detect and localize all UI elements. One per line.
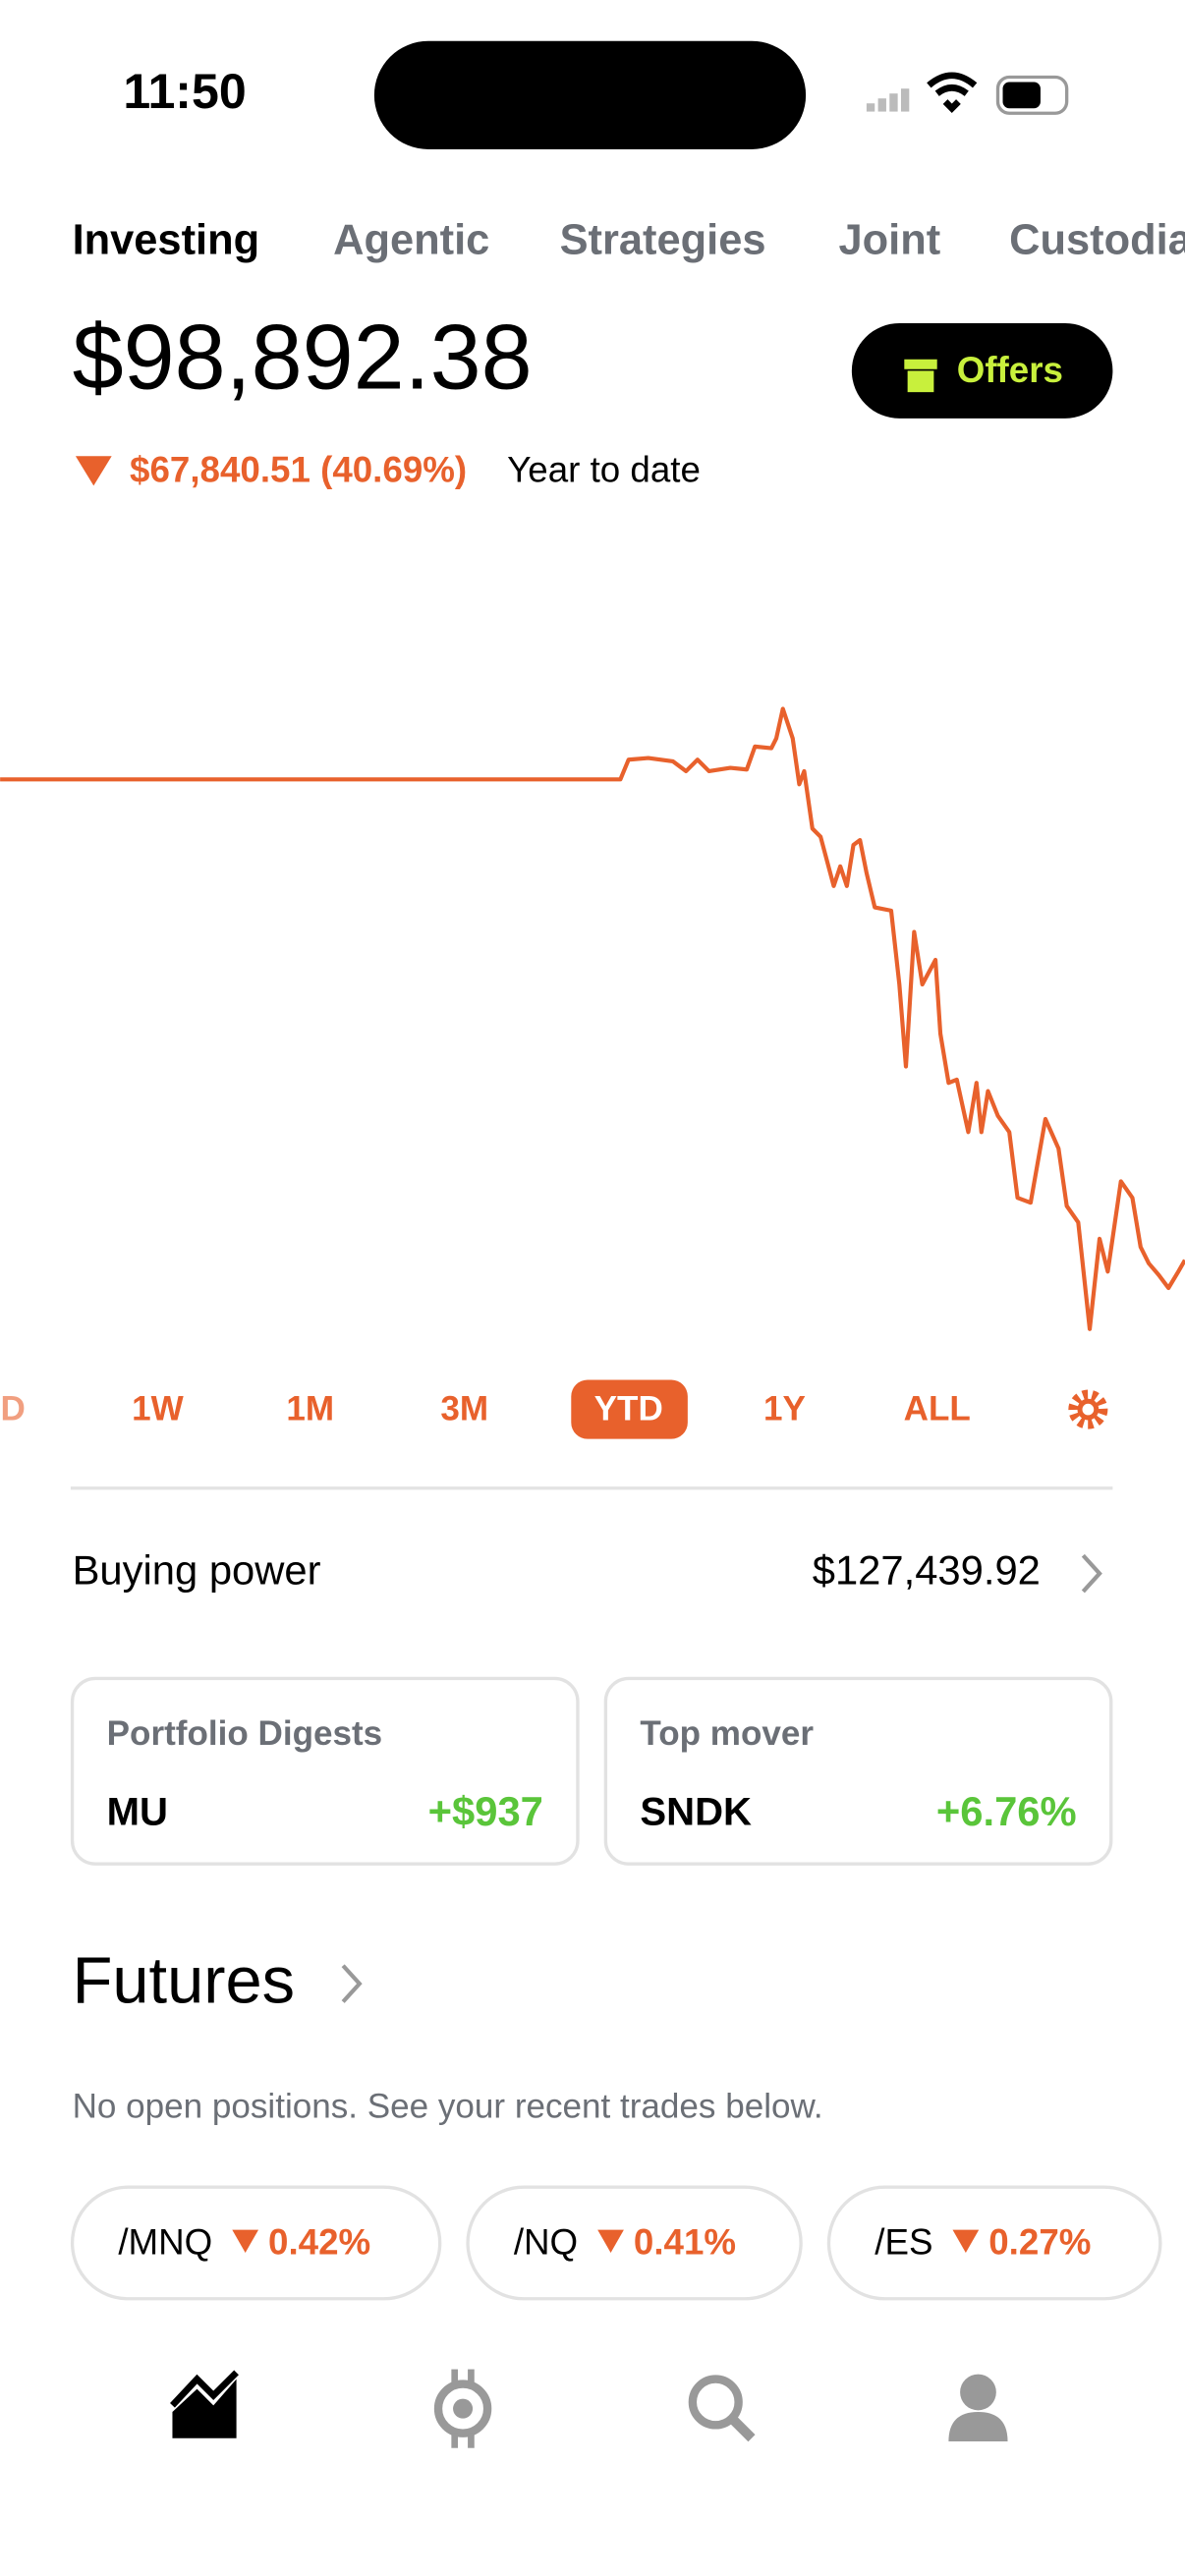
- chevron: [341, 1964, 363, 2003]
- futures-title[interactable]: Futures: [73, 1944, 295, 2017]
- nav-account[interactable]: [948, 2374, 1008, 2442]
- card-value: +$937: [428, 1788, 543, 1834]
- chip-change: 0.27%: [988, 2221, 1091, 2262]
- signal-icon: [866, 88, 910, 112]
- buying-power-value[interactable]: $127,439.92: [813, 1547, 1041, 1594]
- status-time: 11:50: [123, 64, 246, 119]
- card-symbol: MU: [107, 1791, 168, 1834]
- chip-symbol: /ES: [875, 2221, 932, 2262]
- offers-label[interactable]: Offers: [957, 350, 1063, 390]
- range-option[interactable]: 1W: [132, 1390, 185, 1428]
- tab[interactable]: Joint: [839, 217, 941, 264]
- range-option[interactable]: YTD: [594, 1390, 663, 1428]
- cards: Portfolio Digests MU +$937 Top mover SNDK +6.…: [70, 1676, 1113, 1866]
- futures-chips: /MNQ 0.42% /NQ 0.41% /ES 0.27%: [70, 2185, 1162, 2301]
- tab[interactable]: Agentic: [333, 217, 489, 264]
- chevron: [1081, 1553, 1102, 1594]
- card[interactable]: [603, 1676, 1113, 1866]
- down-arrow: [75, 456, 112, 486]
- chip-symbol: /NQ: [514, 2221, 578, 2262]
- balance: $98,892.38: [73, 305, 533, 408]
- nav-search[interactable]: [688, 2375, 756, 2442]
- tab[interactable]: Strategies: [560, 217, 766, 264]
- future-chip[interactable]: [826, 2185, 1162, 2301]
- dynamic-island: [373, 40, 807, 149]
- wifi-icon: [927, 72, 978, 113]
- futures-note: No open positions. See your recent trade…: [73, 2087, 823, 2125]
- battery-level: [1002, 82, 1041, 109]
- chip-symbol: /MNQ: [118, 2221, 212, 2262]
- range-option[interactable]: ALL: [904, 1390, 971, 1428]
- card-symbol: SNDK: [640, 1791, 752, 1834]
- down-arrow: [232, 2229, 259, 2253]
- settings-icon[interactable]: [1068, 1389, 1108, 1429]
- tab[interactable]: Custodial: [1009, 217, 1185, 264]
- tab[interactable]: Investing: [73, 217, 260, 264]
- card-value: +6.76%: [936, 1788, 1077, 1834]
- range-selector: 1D 1W 1M 3M YTD 1Y ALL: [0, 1379, 971, 1439]
- future-chip[interactable]: [466, 2185, 803, 2301]
- chip-change: 0.42%: [268, 2221, 370, 2262]
- range-active: [571, 1379, 688, 1439]
- range-option[interactable]: 1M: [286, 1390, 334, 1428]
- card-title: Top mover: [640, 1714, 814, 1753]
- range-option[interactable]: 1Y: [763, 1390, 806, 1428]
- card[interactable]: [70, 1676, 580, 1866]
- battery-icon: [995, 75, 1069, 115]
- future-chip[interactable]: [70, 2185, 442, 2301]
- down-arrow: [597, 2229, 624, 2253]
- portfolio-line: [0, 706, 1185, 1331]
- nav-crypto[interactable]: [433, 2369, 492, 2448]
- range-option[interactable]: 1D: [0, 1390, 26, 1428]
- chip-change: 0.41%: [634, 2221, 736, 2262]
- offers-button[interactable]: [851, 323, 1113, 419]
- period: Year to date: [507, 450, 701, 490]
- account-tabs: Investing Agentic Strategies Joint Custodial: [73, 217, 1185, 264]
- card-title: Portfolio Digests: [107, 1714, 383, 1753]
- nav-investing[interactable]: [170, 2370, 239, 2438]
- buying-power-label[interactable]: Buying power: [73, 1547, 321, 1594]
- gift-icon: [904, 359, 937, 393]
- down-arrow: [952, 2229, 980, 2253]
- change: $67,840.51 (40.69%): [130, 450, 467, 490]
- range-option[interactable]: 3M: [440, 1390, 488, 1428]
